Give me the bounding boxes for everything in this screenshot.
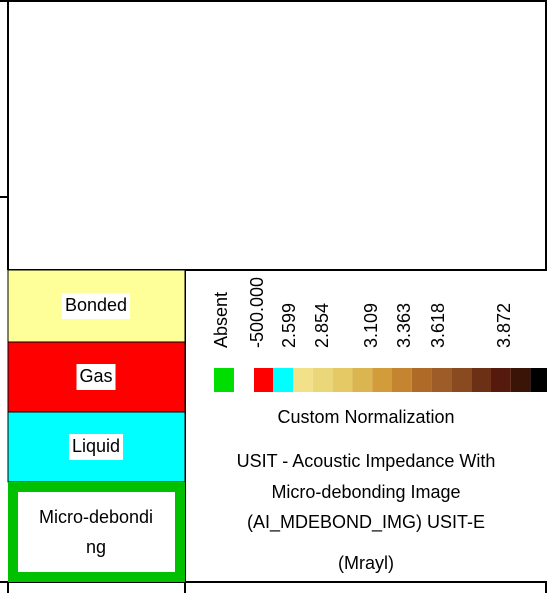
label-box bbox=[22, 498, 170, 566]
description-line: Micro-debonding Image bbox=[271, 482, 460, 502]
color-swatch bbox=[471, 368, 491, 392]
color-swatch bbox=[431, 368, 452, 392]
scale-label: 3.109 bbox=[361, 303, 381, 348]
description-line: (AI_MDEBOND_IMG) USIT-E bbox=[247, 512, 485, 533]
color-swatch bbox=[491, 368, 511, 392]
label-box bbox=[68, 434, 124, 460]
color-swatch bbox=[352, 368, 373, 392]
color-swatch bbox=[392, 368, 412, 392]
label-box bbox=[61, 293, 131, 319]
color-swatch bbox=[293, 368, 313, 392]
color-swatch bbox=[312, 368, 333, 392]
color-swatch bbox=[273, 368, 293, 392]
normalization-label: Custom Normalization bbox=[277, 407, 454, 427]
label-box bbox=[76, 364, 116, 390]
scale-label: 2.854 bbox=[312, 303, 332, 348]
color-swatch bbox=[451, 368, 472, 392]
legend-label: Bonded bbox=[65, 295, 127, 315]
color-swatch bbox=[332, 368, 353, 392]
scale-label: 3.363 bbox=[394, 303, 414, 348]
color-swatch bbox=[372, 368, 392, 392]
legend-label: Liquid bbox=[72, 436, 120, 456]
scale-label: 3.872 bbox=[494, 303, 514, 348]
scale-label: Absent bbox=[211, 292, 231, 348]
scale-label: 2.599 bbox=[279, 303, 299, 348]
description-line: USIT - Acoustic Impedance With bbox=[237, 451, 496, 471]
legend-label: ng bbox=[86, 537, 106, 557]
color-swatch bbox=[214, 368, 234, 392]
color-swatch bbox=[510, 368, 531, 392]
scale-label: 3.618 bbox=[428, 303, 448, 348]
color-swatch bbox=[411, 368, 432, 392]
scale-label: -500.000 bbox=[247, 277, 267, 348]
legend-label: Micro-debondi bbox=[39, 507, 153, 527]
color-swatch bbox=[254, 368, 273, 392]
unit-label: (Mrayl) bbox=[338, 553, 394, 573]
color-swatch bbox=[530, 368, 547, 392]
legend-label: Gas bbox=[79, 366, 112, 386]
